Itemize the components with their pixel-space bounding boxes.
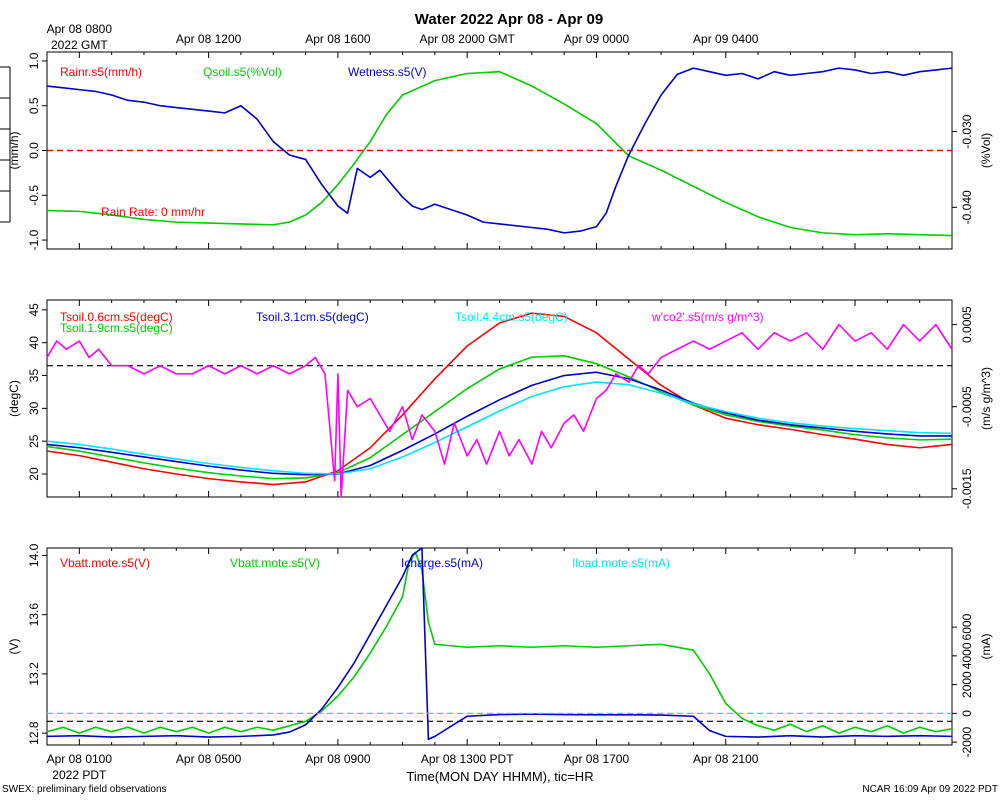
top-time-axis: Apr 08 0800 2022 GMT Apr 08 1200 Apr 08 160… <box>47 22 759 52</box>
footer-left: SWEX: preliminary field observations <box>2 784 167 795</box>
series-line-tsoil-3-1cm-s5-degc- <box>46 371 952 476</box>
y-tick-label: 12.8 <box>27 721 41 745</box>
legend-entry: Tsoil.1.9cm.s5(degC) <box>60 321 173 335</box>
y-tick-label: 13.2 <box>27 662 41 686</box>
legend-entry: Iload.mote.s5(mA) <box>572 556 670 570</box>
top-tick-sublabel: 2022 GMT <box>51 38 108 52</box>
y-tick-label: 45 <box>27 303 41 317</box>
left-margin-marks <box>0 66 11 223</box>
bottom-tick-label-5: Apr 08 2100 <box>693 752 759 766</box>
top-tick-label-1: Apr 08 1200 <box>176 32 242 46</box>
y-tick-label: 1.0 <box>27 52 41 69</box>
y-axis-label: (degC) <box>7 380 21 417</box>
series-line-qsoil-s5-vol- <box>46 70 953 237</box>
legend-entry: w'co2'.s5(m/s g/m^3) <box>651 310 764 324</box>
y-tick-label: 35 <box>27 369 41 383</box>
legend-entry: Vbatt.mote.s5(V) <box>230 556 320 570</box>
water-panel: -1.0 -0.5 0.0 0.5 1.0 -0.040 -0.030 (mm/h) (%Vol… <box>7 51 993 250</box>
legend-entry: Tsoil.0.6cm.s5(degC) <box>60 310 173 324</box>
y2-tick-label: -0.0005 <box>960 386 974 427</box>
y2-tick-label: -2000 <box>960 726 974 757</box>
temperature-panel: 20 25 30 35 40 45 -0.0015 -0.0005 0.0005 (degC) (m… <box>7 299 993 509</box>
y-tick-label: -1.0 <box>27 229 41 250</box>
y-tick-label: 40 <box>27 336 41 350</box>
y-tick-label: 25 <box>27 434 41 448</box>
y2-tick-label: 6000 <box>960 613 974 640</box>
y-axis-label: (V) <box>7 639 21 655</box>
y2-tick-label: 2000 <box>960 671 974 698</box>
series-line-wetness-s5-v- <box>46 67 953 234</box>
y-tick-label: 14.0 <box>27 543 41 567</box>
legend-entry: Wetness.s5(V) <box>348 65 426 79</box>
footer-right: NCAR 16:09 Apr 09 2022 PDT <box>862 784 998 795</box>
top-tick-label-0: Apr 08 0800 <box>47 22 113 36</box>
y2-tick-label: -0.040 <box>960 190 974 224</box>
y2-tick-label: 4000 <box>960 642 974 669</box>
top-tick-label-3: Apr 08 2000 GMT <box>419 32 515 46</box>
top-tick-label-2: Apr 08 1600 <box>305 32 371 46</box>
series-line-vbatt-mote-s5-v- <box>46 551 953 734</box>
legend-entry: Qsoil.s5(%Vol) <box>203 65 282 79</box>
legend-entry: Vbatt.mote.s5(V) <box>60 556 150 570</box>
y-axis-label: (mm/h) <box>7 132 21 170</box>
legend-entry: Rainr.s5(mm/h) <box>60 65 142 79</box>
y-tick-label: 20 <box>27 467 41 481</box>
y2-tick-label: 0.0005 <box>960 306 974 343</box>
top-tick-label-4: Apr 09 0000 <box>564 32 630 46</box>
panel0-annotation: Rain Rate: 0 mm/hr <box>101 205 205 219</box>
legend-entry: Tsoil.4.4cm.s5(degC) <box>455 310 568 324</box>
y-tick-label: 0.5 <box>27 97 41 114</box>
bottom-time-axis: Apr 08 0100 2022 PDT Apr 08 0500 Apr 08 090… <box>47 752 759 782</box>
y-tick-label: 30 <box>27 401 41 415</box>
series-line-tsoil-0-6cm-s5-degc- <box>46 312 953 486</box>
bottom-tick-label-4: Apr 08 1700 <box>564 752 630 766</box>
x-axis-label: Time(MON DAY HHMM), tic=HR <box>406 769 593 784</box>
battery-panel: 12.8 13.2 13.6 14.0 -2000 0 2000 4000 6000 (V) (mA… <box>7 543 993 757</box>
bottom-tick-label-3: Apr 08 1300 PDT <box>421 752 514 766</box>
y2-axis-label: (m/s g/m^3) <box>979 367 993 430</box>
legend-entry: Icharge.s5(mA) <box>401 556 483 570</box>
y2-tick-label: 0 <box>960 710 974 717</box>
bottom-tick-sublabel: 2022 PDT <box>52 768 107 782</box>
series-line-icharge-s5-ma- <box>46 547 953 741</box>
top-tick-label-5: Apr 09 0400 <box>693 32 759 46</box>
y2-axis-label: (%Vol) <box>979 133 993 168</box>
series-line-tsoil-1-9cm-s5-degc- <box>46 355 953 480</box>
bottom-tick-label-2: Apr 08 0900 <box>305 752 371 766</box>
bottom-tick-label-0: Apr 08 0100 <box>47 752 113 766</box>
y2-tick-label: -0.0015 <box>960 468 974 509</box>
figure-title: Water 2022 Apr 08 - Apr 09 <box>415 11 603 28</box>
series-line-tsoil-4-4cm-s5-degc- <box>46 381 953 475</box>
y-tick-label: -0.5 <box>27 185 41 206</box>
y-tick-label: 0.0 <box>27 142 41 159</box>
series-line-w-co2-s5-m-s-g-m-3- <box>46 323 953 498</box>
y2-tick-label: -0.030 <box>960 114 974 148</box>
y2-axis-label: (mA) <box>979 634 993 660</box>
legend-entry: Tsoil.3.1cm.s5(degC) <box>256 310 369 324</box>
y-tick-label: 13.6 <box>27 603 41 627</box>
bottom-tick-label-1: Apr 08 0500 <box>176 752 242 766</box>
